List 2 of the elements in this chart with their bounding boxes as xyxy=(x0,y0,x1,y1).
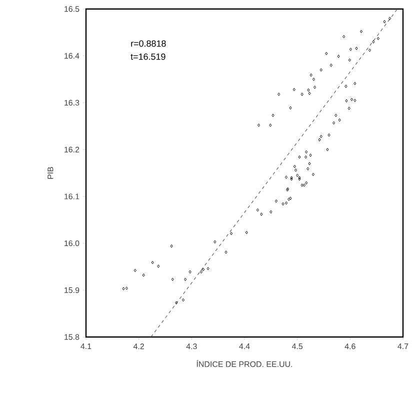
annotation: t=16.519 xyxy=(130,53,166,60)
annotation: r=0.8818 xyxy=(131,40,166,47)
